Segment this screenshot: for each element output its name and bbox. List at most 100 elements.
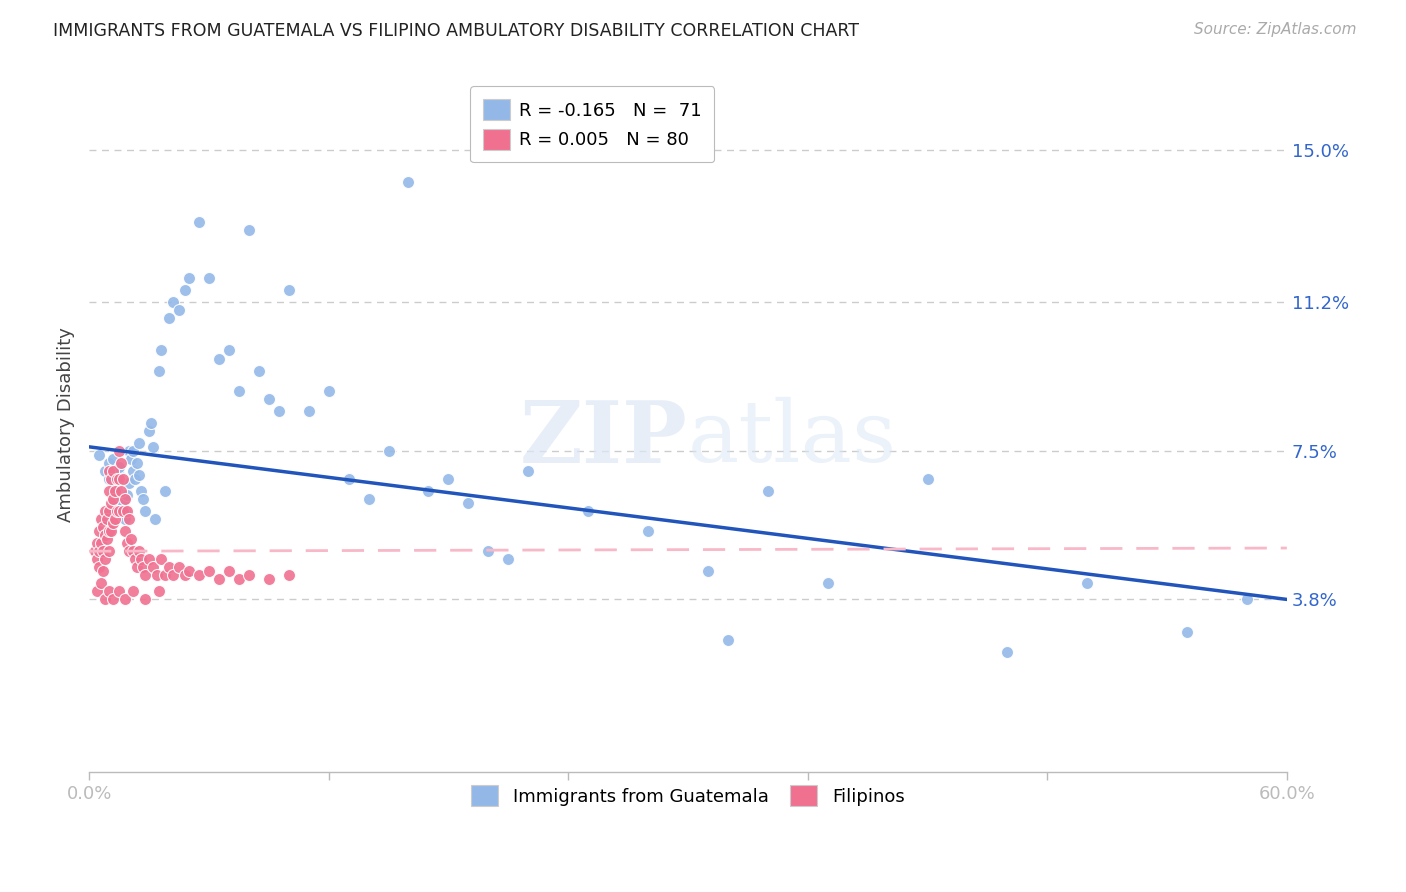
Point xyxy=(167,560,190,574)
Point xyxy=(108,443,131,458)
Point xyxy=(148,584,170,599)
Text: IMMIGRANTS FROM GUATEMALA VS FILIPINO AMBULATORY DISABILITY CORRELATION CHART: IMMIGRANTS FROM GUATEMALA VS FILIPINO AM… xyxy=(53,22,859,40)
Point xyxy=(98,483,121,498)
Point xyxy=(108,459,131,474)
Point xyxy=(91,564,114,578)
Point xyxy=(477,544,499,558)
Point xyxy=(120,532,142,546)
Point xyxy=(118,544,141,558)
Point xyxy=(87,524,110,538)
Point xyxy=(114,512,136,526)
Point xyxy=(114,592,136,607)
Point xyxy=(157,560,180,574)
Point xyxy=(167,303,190,318)
Point xyxy=(91,520,114,534)
Point xyxy=(101,592,124,607)
Point xyxy=(101,464,124,478)
Point xyxy=(98,524,121,538)
Point xyxy=(162,568,184,582)
Point xyxy=(696,564,718,578)
Point xyxy=(98,456,121,470)
Point xyxy=(142,560,165,574)
Point xyxy=(94,592,117,607)
Point xyxy=(98,504,121,518)
Point xyxy=(134,568,156,582)
Point xyxy=(120,451,142,466)
Point xyxy=(96,512,118,526)
Point xyxy=(142,440,165,454)
Point xyxy=(114,491,136,506)
Point xyxy=(377,443,399,458)
Point xyxy=(98,472,121,486)
Point xyxy=(128,467,150,482)
Y-axis label: Ambulatory Disability: Ambulatory Disability xyxy=(58,327,75,522)
Point xyxy=(98,584,121,599)
Point xyxy=(104,483,127,498)
Point xyxy=(717,632,740,647)
Point xyxy=(149,552,172,566)
Point xyxy=(110,483,132,498)
Point xyxy=(134,504,156,518)
Point xyxy=(218,343,240,358)
Point xyxy=(187,215,209,229)
Point xyxy=(125,560,148,574)
Point xyxy=(115,536,138,550)
Point xyxy=(86,584,108,599)
Point xyxy=(98,464,121,478)
Point xyxy=(90,512,112,526)
Point xyxy=(101,516,124,530)
Point xyxy=(146,568,169,582)
Point xyxy=(105,504,128,518)
Point xyxy=(100,472,122,486)
Point xyxy=(498,552,520,566)
Point xyxy=(238,223,260,237)
Point xyxy=(437,472,460,486)
Point xyxy=(100,496,122,510)
Point xyxy=(162,295,184,310)
Point xyxy=(298,403,321,417)
Point xyxy=(128,544,150,558)
Point xyxy=(418,483,440,498)
Point xyxy=(115,488,138,502)
Point xyxy=(357,491,380,506)
Point xyxy=(238,568,260,582)
Point xyxy=(94,464,117,478)
Point xyxy=(277,568,299,582)
Point xyxy=(105,483,128,498)
Point xyxy=(1175,624,1198,639)
Text: Source: ZipAtlas.com: Source: ZipAtlas.com xyxy=(1194,22,1357,37)
Point xyxy=(94,528,117,542)
Point xyxy=(132,560,155,574)
Point xyxy=(90,536,112,550)
Point xyxy=(218,564,240,578)
Point xyxy=(138,552,160,566)
Point xyxy=(149,343,172,358)
Point xyxy=(129,483,152,498)
Point xyxy=(110,491,132,506)
Point xyxy=(208,572,231,586)
Point xyxy=(139,416,162,430)
Point xyxy=(101,451,124,466)
Point xyxy=(108,504,131,518)
Point xyxy=(111,496,134,510)
Text: atlas: atlas xyxy=(688,397,897,480)
Point xyxy=(110,456,132,470)
Point xyxy=(94,504,117,518)
Point xyxy=(100,524,122,538)
Point xyxy=(756,483,779,498)
Point xyxy=(118,512,141,526)
Point xyxy=(817,576,839,591)
Point xyxy=(257,572,280,586)
Point xyxy=(153,568,176,582)
Point xyxy=(125,456,148,470)
Point xyxy=(143,512,166,526)
Point xyxy=(247,363,270,377)
Point xyxy=(1076,576,1098,591)
Point xyxy=(517,464,540,478)
Point xyxy=(87,448,110,462)
Point xyxy=(1236,592,1258,607)
Point xyxy=(128,435,150,450)
Point xyxy=(148,363,170,377)
Point xyxy=(115,504,138,518)
Text: ZIP: ZIP xyxy=(520,397,688,481)
